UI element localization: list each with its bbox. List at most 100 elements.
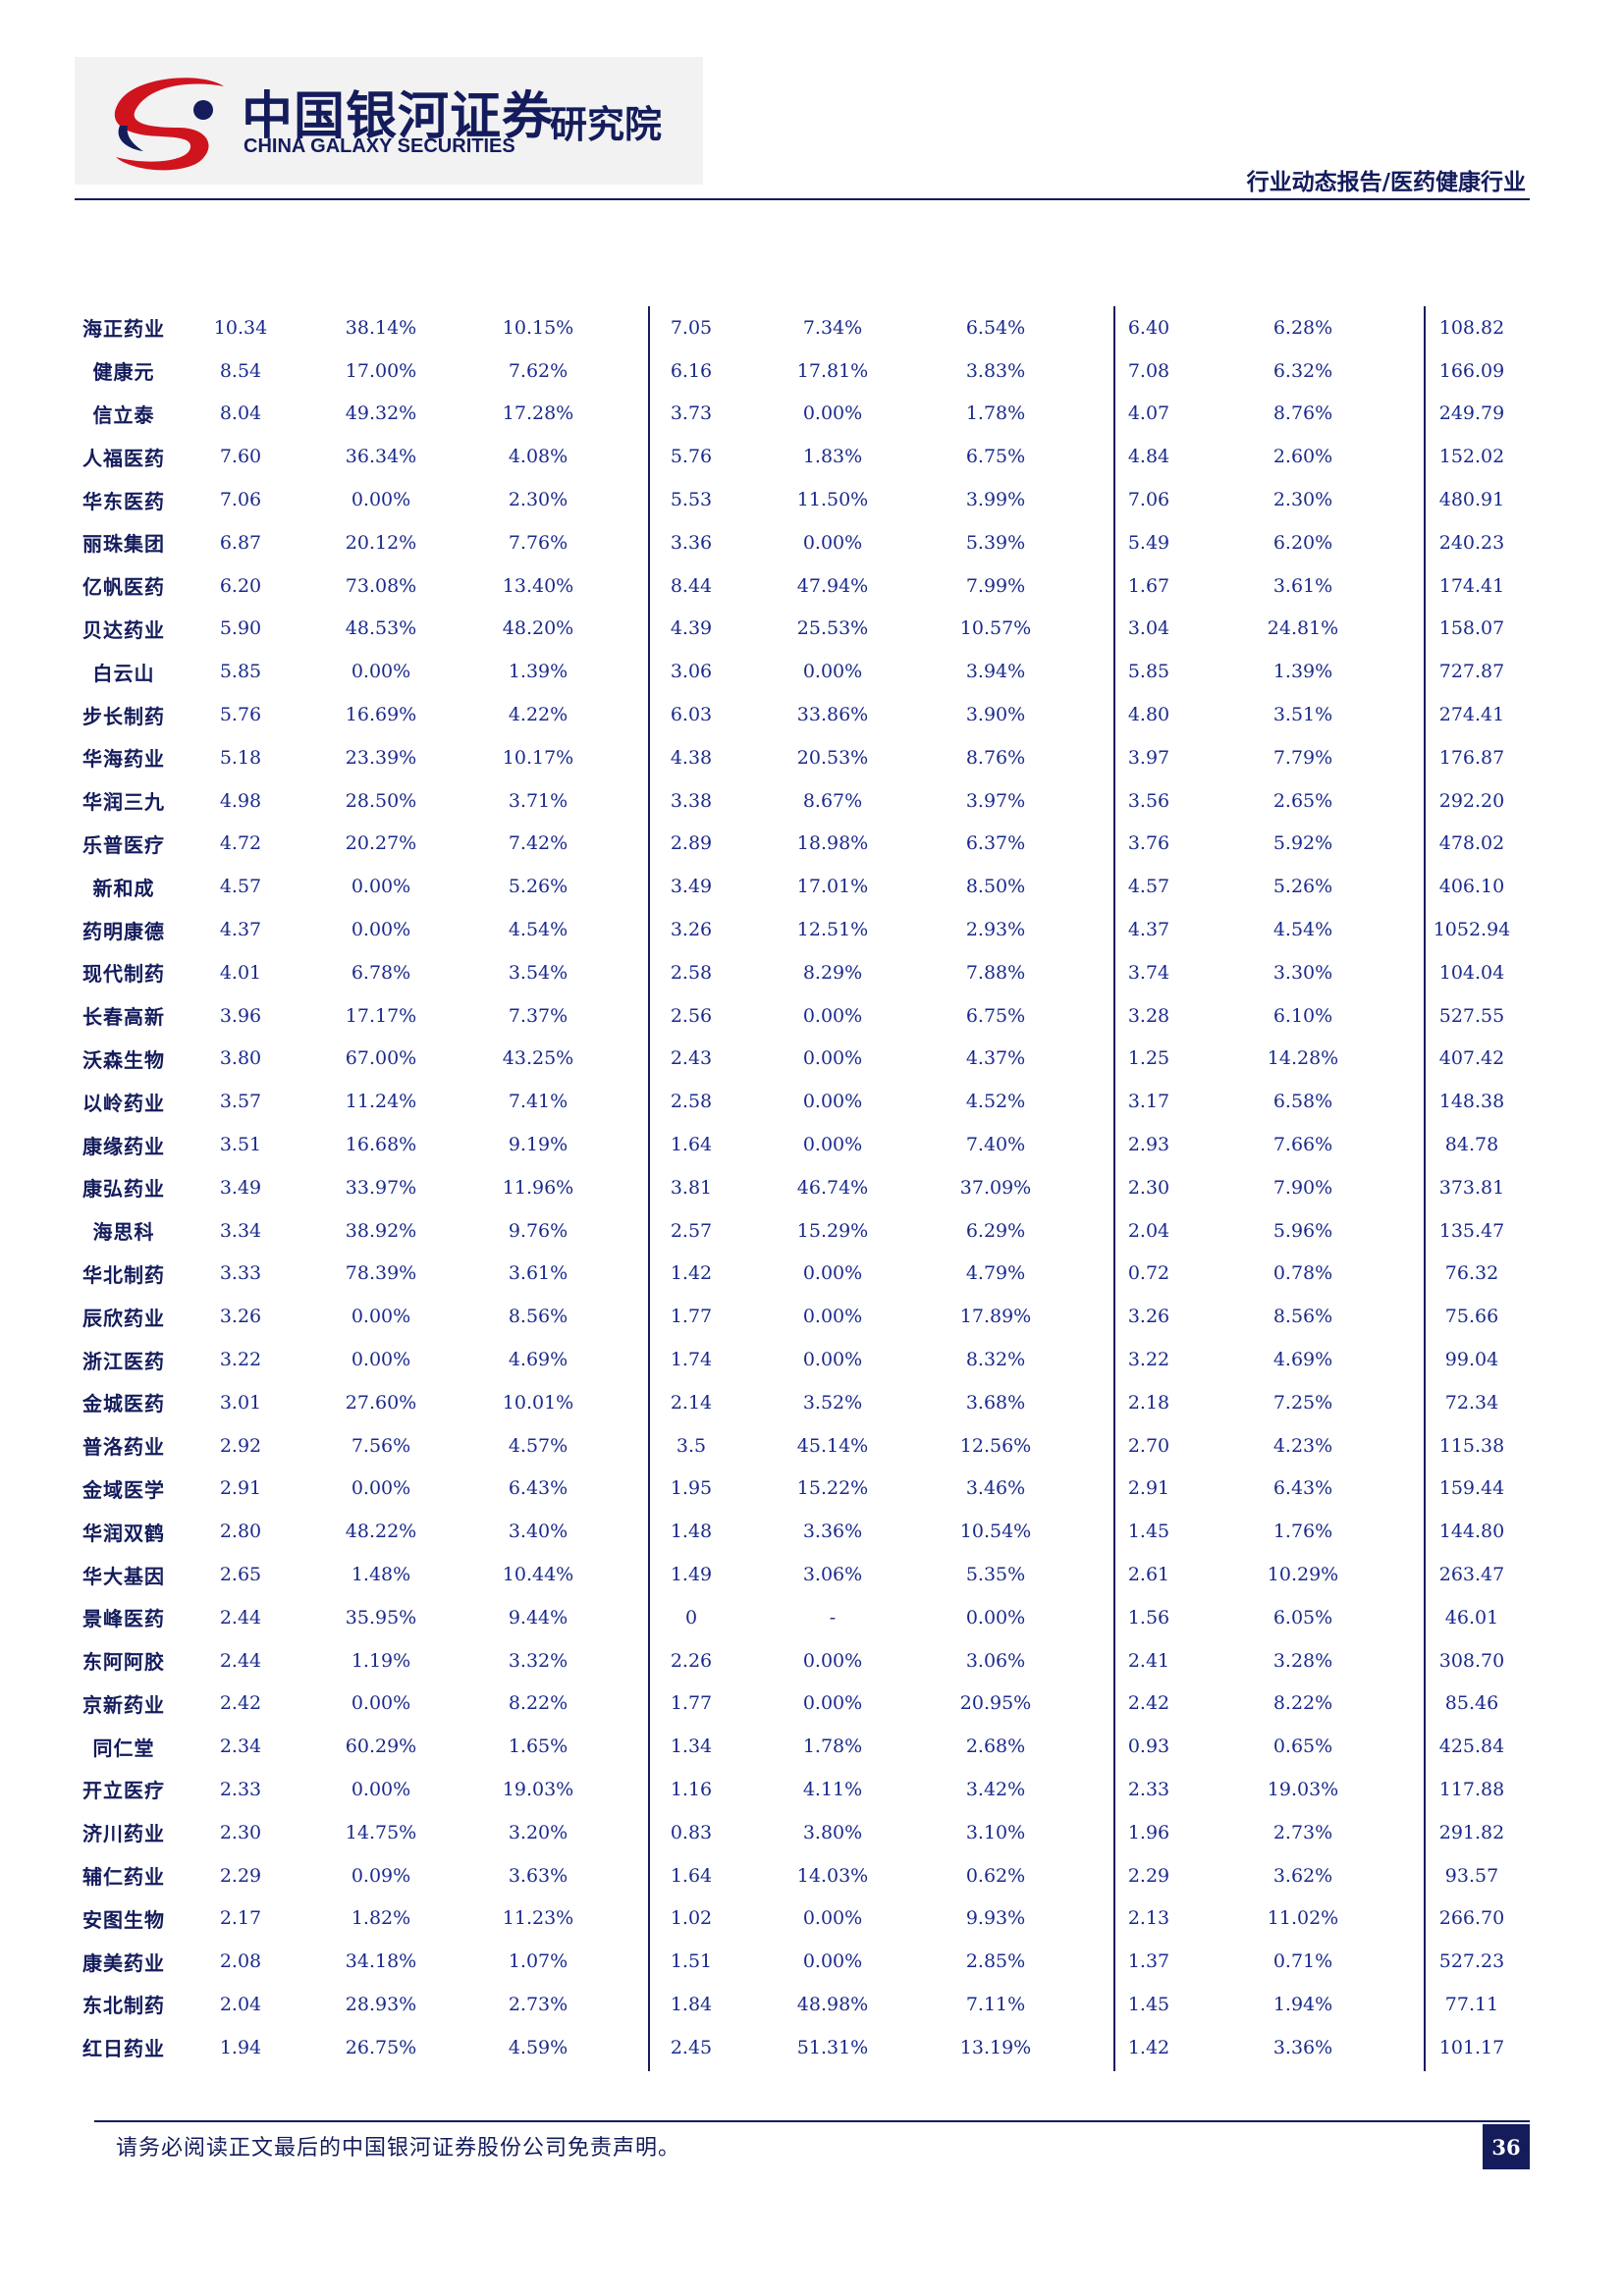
- table-cell: 2.91: [1127, 1477, 1170, 1500]
- table-cell: 6.32%: [1272, 359, 1333, 382]
- table-cell: 4.59%: [508, 2036, 568, 2058]
- table-row: 步长制药 5.76 16.69% 4.22% 6.03 33.86% 3.90% 4.80 3.…: [75, 693, 1549, 736]
- table-row: 丽珠集团 6.87 20.12% 7.76% 3.36 0.00% 5.39% 5.49 6.2…: [75, 521, 1549, 564]
- table-cell: 6.28%: [1272, 316, 1333, 339]
- table-cell: 8.32%: [965, 1349, 1026, 1371]
- table-row: 京新药业 2.42 0.00% 8.22% 1.77 0.00% 20.95% 2.42 8.2…: [75, 1682, 1549, 1726]
- table-row: 华北制药 3.33 78.39% 3.61% 1.42 0.00% 4.79% 0.72 0.7…: [75, 1253, 1549, 1296]
- table-cell: 7.62%: [508, 359, 568, 382]
- table-row: 普洛药业 2.92 7.56% 4.57% 3.5 45.14% 12.56% 2.70 4.2…: [75, 1424, 1549, 1468]
- table-cell: 2.04: [1127, 1219, 1170, 1242]
- table-cell: 28.50%: [345, 789, 417, 812]
- company-name-cell: 东阿阿胶: [82, 1650, 165, 1675]
- table-cell: 19.03%: [502, 1778, 574, 1800]
- table-cell: 0.00%: [802, 1004, 863, 1027]
- table-cell: 527.55: [1438, 1004, 1505, 1027]
- table-cell: 15.22%: [796, 1477, 869, 1500]
- table-cell: 5.85: [1127, 661, 1170, 683]
- table-cell: 4.84: [1127, 446, 1170, 468]
- table-cell: 0.00%: [802, 1306, 863, 1328]
- table-row: 乐普医疗 4.72 20.27% 7.42% 2.89 18.98% 6.37% 3.76 5.…: [75, 823, 1549, 866]
- table-cell: 6.05%: [1272, 1606, 1333, 1629]
- table-cell: 3.22: [1127, 1349, 1170, 1371]
- table-cell: 2.14: [670, 1391, 713, 1414]
- table-cell: 10.57%: [959, 617, 1032, 640]
- table-cell: 115.38: [1438, 1434, 1505, 1457]
- table-cell: 2.41: [1127, 1649, 1170, 1672]
- table-cell: 7.42%: [508, 832, 568, 855]
- table-row: 康缘药业 3.51 16.68% 9.19% 1.64 0.00% 7.40% 2.93 7.6…: [75, 1123, 1549, 1166]
- table-cell: 11.96%: [502, 1176, 574, 1199]
- table-cell: 406.10: [1438, 876, 1505, 898]
- table-cell: 3.40%: [508, 1521, 568, 1543]
- table-cell: 6.16: [670, 359, 713, 382]
- table-cell: 1.42: [670, 1262, 713, 1285]
- table-cell: 3.97: [1127, 746, 1170, 769]
- table-cell: 0.00%: [351, 876, 411, 898]
- table-cell: 7.79%: [1272, 746, 1333, 769]
- table-cell: 8.22%: [508, 1692, 568, 1715]
- table-cell: 4.37%: [965, 1047, 1026, 1070]
- table-cell: 7.34%: [802, 316, 863, 339]
- table-cell: 0.00%: [802, 1907, 863, 1930]
- table-row: 金域医学 2.91 0.00% 6.43% 1.95 15.22% 3.46% 2.91 6.4…: [75, 1468, 1549, 1511]
- report-type-label: 行业动态报告/医药健康行业: [1246, 170, 1526, 195]
- table-cell: 10.54%: [959, 1521, 1032, 1543]
- table-cell: 1.42: [1127, 2036, 1170, 2058]
- table-cell: 3.34: [219, 1219, 262, 1242]
- table-column-divider: [1424, 306, 1426, 2071]
- company-name-cell: 京新药业: [82, 1692, 165, 1717]
- table-cell: 8.44: [670, 574, 713, 597]
- table-cell: 5.76: [219, 704, 262, 726]
- table-cell: 73.08%: [345, 574, 417, 597]
- table-row: 沃森生物 3.80 67.00% 43.25% 2.43 0.00% 4.37% 1.25 14…: [75, 1038, 1549, 1081]
- table-cell: 5.92%: [1272, 832, 1333, 855]
- company-name-cell: 华东医药: [82, 489, 165, 513]
- table-cell: 5.96%: [1272, 1219, 1333, 1242]
- table-cell: 4.23%: [1272, 1434, 1333, 1457]
- table-cell: 6.78%: [351, 961, 411, 984]
- table-cell: 4.01: [219, 961, 262, 984]
- table-cell: 14.75%: [345, 1821, 417, 1843]
- table-row: 白云山 5.85 0.00% 1.39% 3.06 0.00% 3.94% 5.85 1.39%…: [75, 650, 1549, 693]
- table-cell: 2.33: [219, 1778, 262, 1800]
- table-cell: 104.04: [1438, 961, 1505, 984]
- company-name-cell: 康美药业: [82, 1950, 165, 1975]
- table-body: 海正药业 10.34 38.14% 10.15% 7.05 7.34% 6.54% 6.40 6…: [75, 306, 1549, 2069]
- table-cell: 0.00%: [802, 531, 863, 554]
- company-name-cell: 新和成: [92, 876, 155, 900]
- table-cell: 2.33: [1127, 1778, 1170, 1800]
- table-cell: 2.29: [1127, 1864, 1170, 1887]
- table-cell: 3.5: [676, 1434, 707, 1457]
- table-cell: 8.54: [219, 359, 262, 382]
- table-cell: 3.97%: [965, 789, 1026, 812]
- table-row: 长春高新 3.96 17.17% 7.37% 2.56 0.00% 6.75% 3.28 6.1…: [75, 994, 1549, 1038]
- table-cell: 2.30: [219, 1821, 262, 1843]
- table-cell: 2.93%: [965, 919, 1026, 941]
- table-cell: -: [829, 1606, 837, 1629]
- table-cell: 2.34: [219, 1735, 262, 1758]
- table-cell: 2.58: [670, 961, 713, 984]
- page-number: 36: [1483, 2124, 1530, 2169]
- table-cell: 2.30: [1127, 1176, 1170, 1199]
- footer-divider: [94, 2120, 1530, 2122]
- table-cell: 6.87: [219, 531, 262, 554]
- table-row: 安图生物 2.17 1.82% 11.23% 1.02 0.00% 9.93% 2.13 11.…: [75, 1896, 1549, 1940]
- table-row: 亿帆医药 6.20 73.08% 13.40% 8.44 47.94% 7.99% 1.67 3…: [75, 564, 1549, 608]
- table-cell: 0.00%: [802, 1091, 863, 1113]
- table-row: 东阿阿胶 2.44 1.19% 3.32% 2.26 0.00% 3.06% 2.41 3.28…: [75, 1639, 1549, 1682]
- table-cell: 1.37: [1127, 1950, 1170, 1973]
- table-cell: 1.74: [670, 1349, 713, 1371]
- table-cell: 14.03%: [796, 1864, 869, 1887]
- table-row: 济川药业 2.30 14.75% 3.20% 0.83 3.80% 3.10% 1.96 2.7…: [75, 1811, 1549, 1854]
- table-row: 人福医药 7.60 36.34% 4.08% 5.76 1.83% 6.75% 4.84 2.6…: [75, 435, 1549, 478]
- table-cell: 6.43%: [1272, 1477, 1333, 1500]
- table-cell: 4.11%: [802, 1778, 863, 1800]
- table-cell: 78.39%: [345, 1262, 417, 1285]
- table-cell: 10.34: [213, 316, 268, 339]
- table-cell: 480.91: [1438, 489, 1505, 511]
- table-cell: 2.89: [670, 832, 713, 855]
- table-cell: 0.71%: [1272, 1950, 1333, 1973]
- table-cell: 5.49: [1127, 531, 1170, 554]
- table-cell: 5.18: [219, 746, 262, 769]
